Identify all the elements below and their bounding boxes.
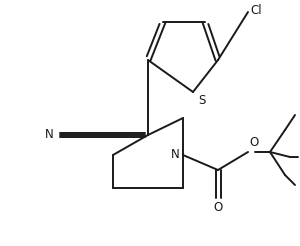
Text: N: N (45, 128, 54, 141)
Text: S: S (198, 94, 206, 107)
Text: O: O (249, 136, 258, 149)
Text: O: O (213, 201, 223, 214)
Text: Cl: Cl (250, 4, 262, 17)
Text: N: N (171, 149, 180, 162)
